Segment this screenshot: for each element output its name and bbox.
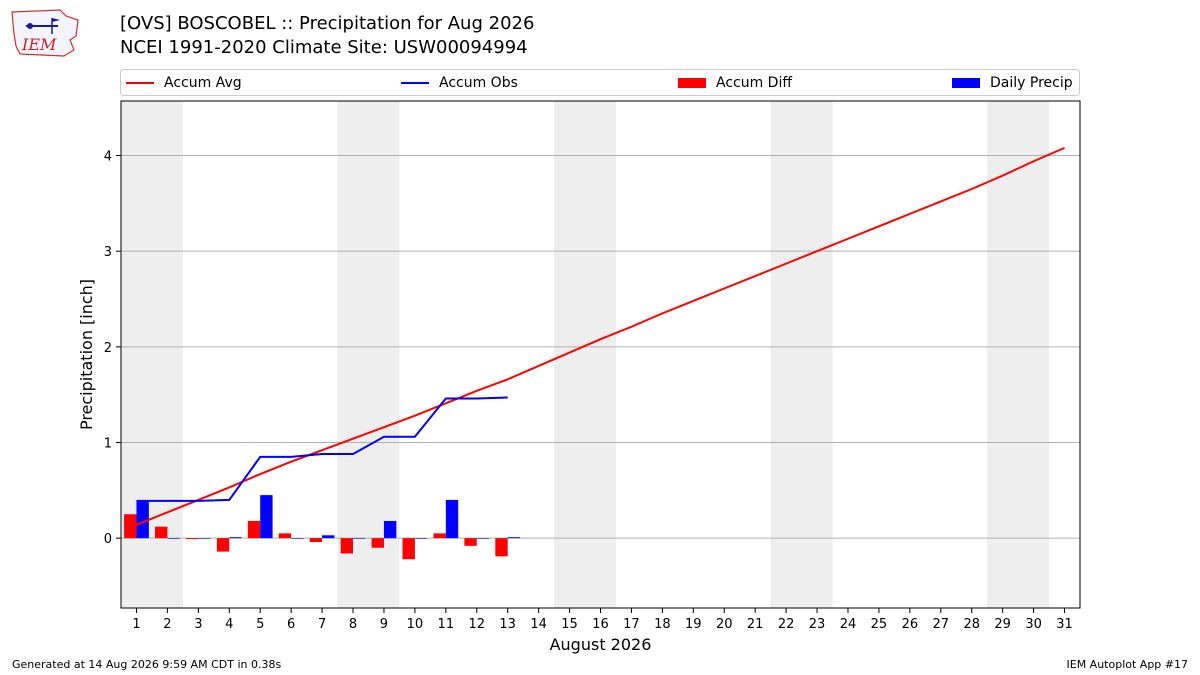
legend-item-accum-diff: Accum Diff bbox=[678, 70, 792, 95]
daily-precip-bar-4 bbox=[229, 537, 242, 539]
accum-obs-line bbox=[136, 396, 508, 502]
x-tick-label-10: 10 bbox=[407, 617, 424, 632]
accum-diff-bar-9 bbox=[371, 538, 384, 548]
x-tick-label-26: 26 bbox=[902, 617, 919, 632]
accum-diff-bar-6 bbox=[278, 533, 292, 539]
x-tick-label-28: 28 bbox=[963, 617, 980, 632]
x-axis-label: August 2026 bbox=[550, 635, 652, 654]
x-tick-label-2: 2 bbox=[163, 617, 171, 632]
x-tick-label-27: 27 bbox=[933, 617, 950, 632]
x-tick-label-11: 11 bbox=[438, 617, 455, 632]
x-tick-label-23: 23 bbox=[809, 617, 826, 632]
x-tick-label-4: 4 bbox=[225, 617, 233, 632]
iem-logo: IEM bbox=[11, 9, 79, 57]
x-tick-label-25: 25 bbox=[871, 617, 888, 632]
daily-precip-bar-10 bbox=[414, 538, 428, 539]
x-tick-label-1: 1 bbox=[132, 617, 140, 632]
y-axis-label: Precipitation [inch] bbox=[77, 279, 96, 430]
accum-diff-bar-5 bbox=[247, 520, 261, 539]
x-tick-label-19: 19 bbox=[685, 617, 702, 632]
legend-swatch-daily-precip bbox=[952, 77, 980, 88]
daily-precip-bar-5 bbox=[260, 495, 273, 539]
x-tick-label-22: 22 bbox=[778, 617, 795, 632]
legend-label-accum-obs: Accum Obs bbox=[439, 74, 518, 91]
legend-item-accum-obs: Accum Obs bbox=[401, 70, 518, 95]
x-tick-label-16: 16 bbox=[592, 617, 609, 632]
accum-diff-bar-13 bbox=[495, 538, 508, 557]
x-tick-label-18: 18 bbox=[654, 617, 671, 632]
chart-legend: Accum Avg Accum Obs Accum Diff Daily Pre… bbox=[120, 69, 1080, 96]
x-tick-label-15: 15 bbox=[561, 617, 578, 632]
legend-item-daily-precip: Daily Precip bbox=[952, 70, 1073, 95]
x-tick-label-7: 7 bbox=[318, 617, 326, 632]
daily-precip-bar-6 bbox=[291, 538, 304, 539]
legend-label-daily-precip: Daily Precip bbox=[990, 74, 1073, 91]
x-tick-label-17: 17 bbox=[623, 617, 640, 632]
daily-precip-bar-13 bbox=[507, 537, 521, 539]
legend-item-accum-avg: Accum Avg bbox=[126, 70, 242, 95]
accum-diff-bar-8 bbox=[340, 538, 354, 554]
daily-precip-bar-1 bbox=[136, 500, 149, 539]
x-tick-label-30: 30 bbox=[1025, 617, 1042, 632]
y-tick-label-1: 1 bbox=[104, 437, 112, 452]
accum-diff-bar-10 bbox=[402, 538, 415, 560]
x-tick-label-9: 9 bbox=[380, 617, 388, 632]
legend-label-accum-avg: Accum Avg bbox=[164, 74, 242, 91]
x-tick-label-8: 8 bbox=[349, 617, 357, 632]
chart-title: [OVS] BOSCOBEL :: Precipitation for Aug … bbox=[120, 13, 535, 34]
x-tick-label-20: 20 bbox=[716, 617, 733, 632]
legend-swatch-accum-obs bbox=[401, 81, 429, 84]
y-tick-label-3: 3 bbox=[104, 245, 112, 260]
legend-swatch-accum-avg bbox=[126, 81, 154, 84]
y-tick-label-0: 0 bbox=[104, 532, 112, 547]
x-tick-label-13: 13 bbox=[499, 617, 516, 632]
weekend-shade-4 bbox=[987, 101, 1050, 608]
daily-precip-bar-3 bbox=[198, 538, 211, 539]
x-tick-label-12: 12 bbox=[468, 617, 485, 632]
chart-subtitle: NCEI 1991-2020 Climate Site: USW00094994 bbox=[120, 37, 528, 58]
x-tick-label-5: 5 bbox=[256, 617, 264, 632]
accum-diff-bar-11 bbox=[433, 533, 446, 539]
footer-app: IEM Autoplot App #17 bbox=[1066, 658, 1189, 671]
footer-generated: Generated at 14 Aug 2026 9:59 AM CDT in … bbox=[12, 658, 282, 671]
accum-diff-bar-1 bbox=[124, 514, 137, 539]
accum-diff-bar-7 bbox=[309, 538, 323, 542]
y-tick-label-4: 4 bbox=[104, 150, 112, 165]
accum-diff-bar-12 bbox=[464, 538, 477, 546]
x-tick-label-3: 3 bbox=[194, 617, 202, 632]
x-tick-label-21: 21 bbox=[747, 617, 764, 632]
daily-precip-bar-8 bbox=[353, 538, 366, 539]
iem-logo-text: IEM bbox=[21, 35, 57, 54]
x-tick-label-6: 6 bbox=[287, 617, 295, 632]
x-tick-label-29: 29 bbox=[994, 617, 1011, 632]
daily-precip-bar-7 bbox=[322, 535, 335, 539]
x-tick-label-24: 24 bbox=[840, 617, 857, 632]
legend-label-accum-diff: Accum Diff bbox=[716, 74, 793, 91]
accum-diff-bar-3 bbox=[185, 538, 199, 540]
daily-precip-bar-9 bbox=[383, 520, 397, 539]
x-tick-label-14: 14 bbox=[530, 617, 547, 632]
daily-precip-bar-11 bbox=[445, 499, 459, 539]
weekend-shade-3 bbox=[770, 101, 833, 608]
daily-precip-bar-2 bbox=[167, 538, 180, 539]
accum-avg-line bbox=[136, 146, 1065, 526]
accum-diff-bar-4 bbox=[216, 538, 230, 552]
x-tick-label-31: 31 bbox=[1056, 617, 1073, 632]
daily-precip-bar-12 bbox=[476, 538, 490, 539]
legend-swatch-accum-diff bbox=[678, 77, 706, 88]
y-tick-label-2: 2 bbox=[104, 341, 112, 356]
accum-diff-bar-2 bbox=[155, 526, 168, 539]
